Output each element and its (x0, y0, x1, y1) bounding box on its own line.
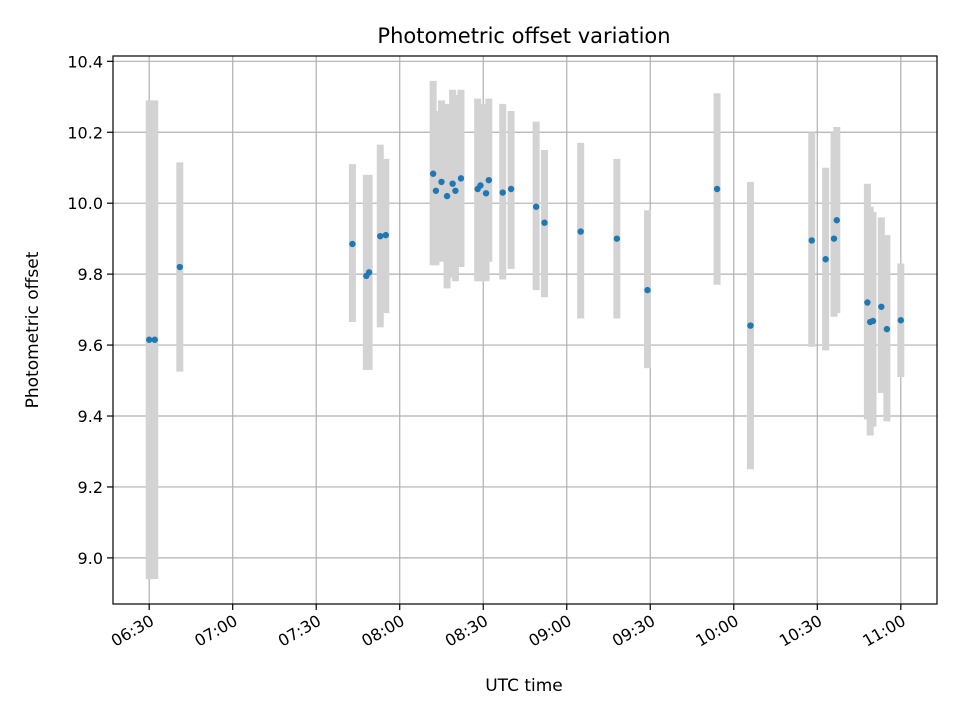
data-point (457, 175, 465, 182)
x-tick-label: 06:30 (108, 611, 157, 651)
data-point (452, 187, 459, 194)
data-point (613, 235, 621, 242)
x-tick-label: 10:00 (692, 611, 741, 651)
data-point (438, 178, 445, 186)
data-point (897, 317, 905, 324)
y-axis-ticks: 9.0 9.2 9.4 9.6 9.8 10.0 10.2 10.4 (67, 52, 113, 568)
x-axis-ticks: 06:30 07:00 07:30 08:00 08:30 09:00 09:30 10:00… (108, 604, 909, 651)
data-point (830, 235, 838, 242)
data-points (145, 170, 905, 343)
error-bars (145, 80, 905, 580)
data-point (864, 299, 871, 306)
data-point (429, 170, 437, 177)
x-tick-label: 07:30 (275, 611, 324, 651)
data-point (883, 325, 891, 333)
data-point (443, 192, 451, 200)
x-tick-label: 07:00 (191, 611, 240, 651)
x-tick-label: 11:00 (859, 611, 908, 651)
x-tick-label: 08:00 (358, 611, 407, 651)
data-point (869, 317, 877, 325)
x-tick-label: 10:30 (776, 611, 825, 651)
data-point (822, 256, 829, 263)
x-tick-label: 09:00 (525, 611, 574, 651)
y-tick-label: 10.2 (67, 123, 103, 142)
data-point (365, 269, 373, 276)
data-point (482, 190, 490, 197)
chart-title: Photometric offset variation (377, 24, 670, 48)
y-tick-label: 9.6 (78, 336, 103, 355)
data-point (808, 237, 815, 244)
data-point (499, 189, 506, 196)
data-point (747, 322, 754, 329)
data-point (151, 336, 158, 343)
data-point (507, 185, 515, 193)
data-point (349, 240, 356, 248)
y-tick-label: 9.8 (78, 265, 103, 284)
x-tick-label: 08:30 (442, 611, 491, 651)
data-point (382, 231, 390, 239)
plot-frame (112, 55, 938, 605)
y-tick-label: 10.4 (67, 52, 103, 71)
y-tick-label: 9.4 (78, 407, 103, 426)
data-point (449, 180, 456, 187)
data-point (713, 185, 721, 193)
data-point (878, 303, 885, 310)
y-tick-label: 10.0 (67, 194, 103, 213)
data-point (377, 232, 384, 240)
gridlines (113, 56, 937, 604)
data-point (833, 217, 840, 224)
data-point (145, 336, 153, 343)
data-point (577, 228, 584, 235)
data-point (485, 176, 493, 184)
y-axis-label: Photometric offset (23, 251, 43, 408)
data-point (644, 286, 651, 294)
y-tick-label: 9.0 (78, 549, 103, 568)
data-point (176, 263, 184, 271)
data-point (532, 203, 540, 210)
data-point (432, 187, 440, 194)
data-point (541, 219, 548, 226)
x-tick-label: 09:30 (609, 611, 658, 651)
x-axis-label: UTC time (485, 676, 563, 696)
data-point (477, 182, 484, 189)
y-tick-label: 9.2 (78, 478, 103, 497)
